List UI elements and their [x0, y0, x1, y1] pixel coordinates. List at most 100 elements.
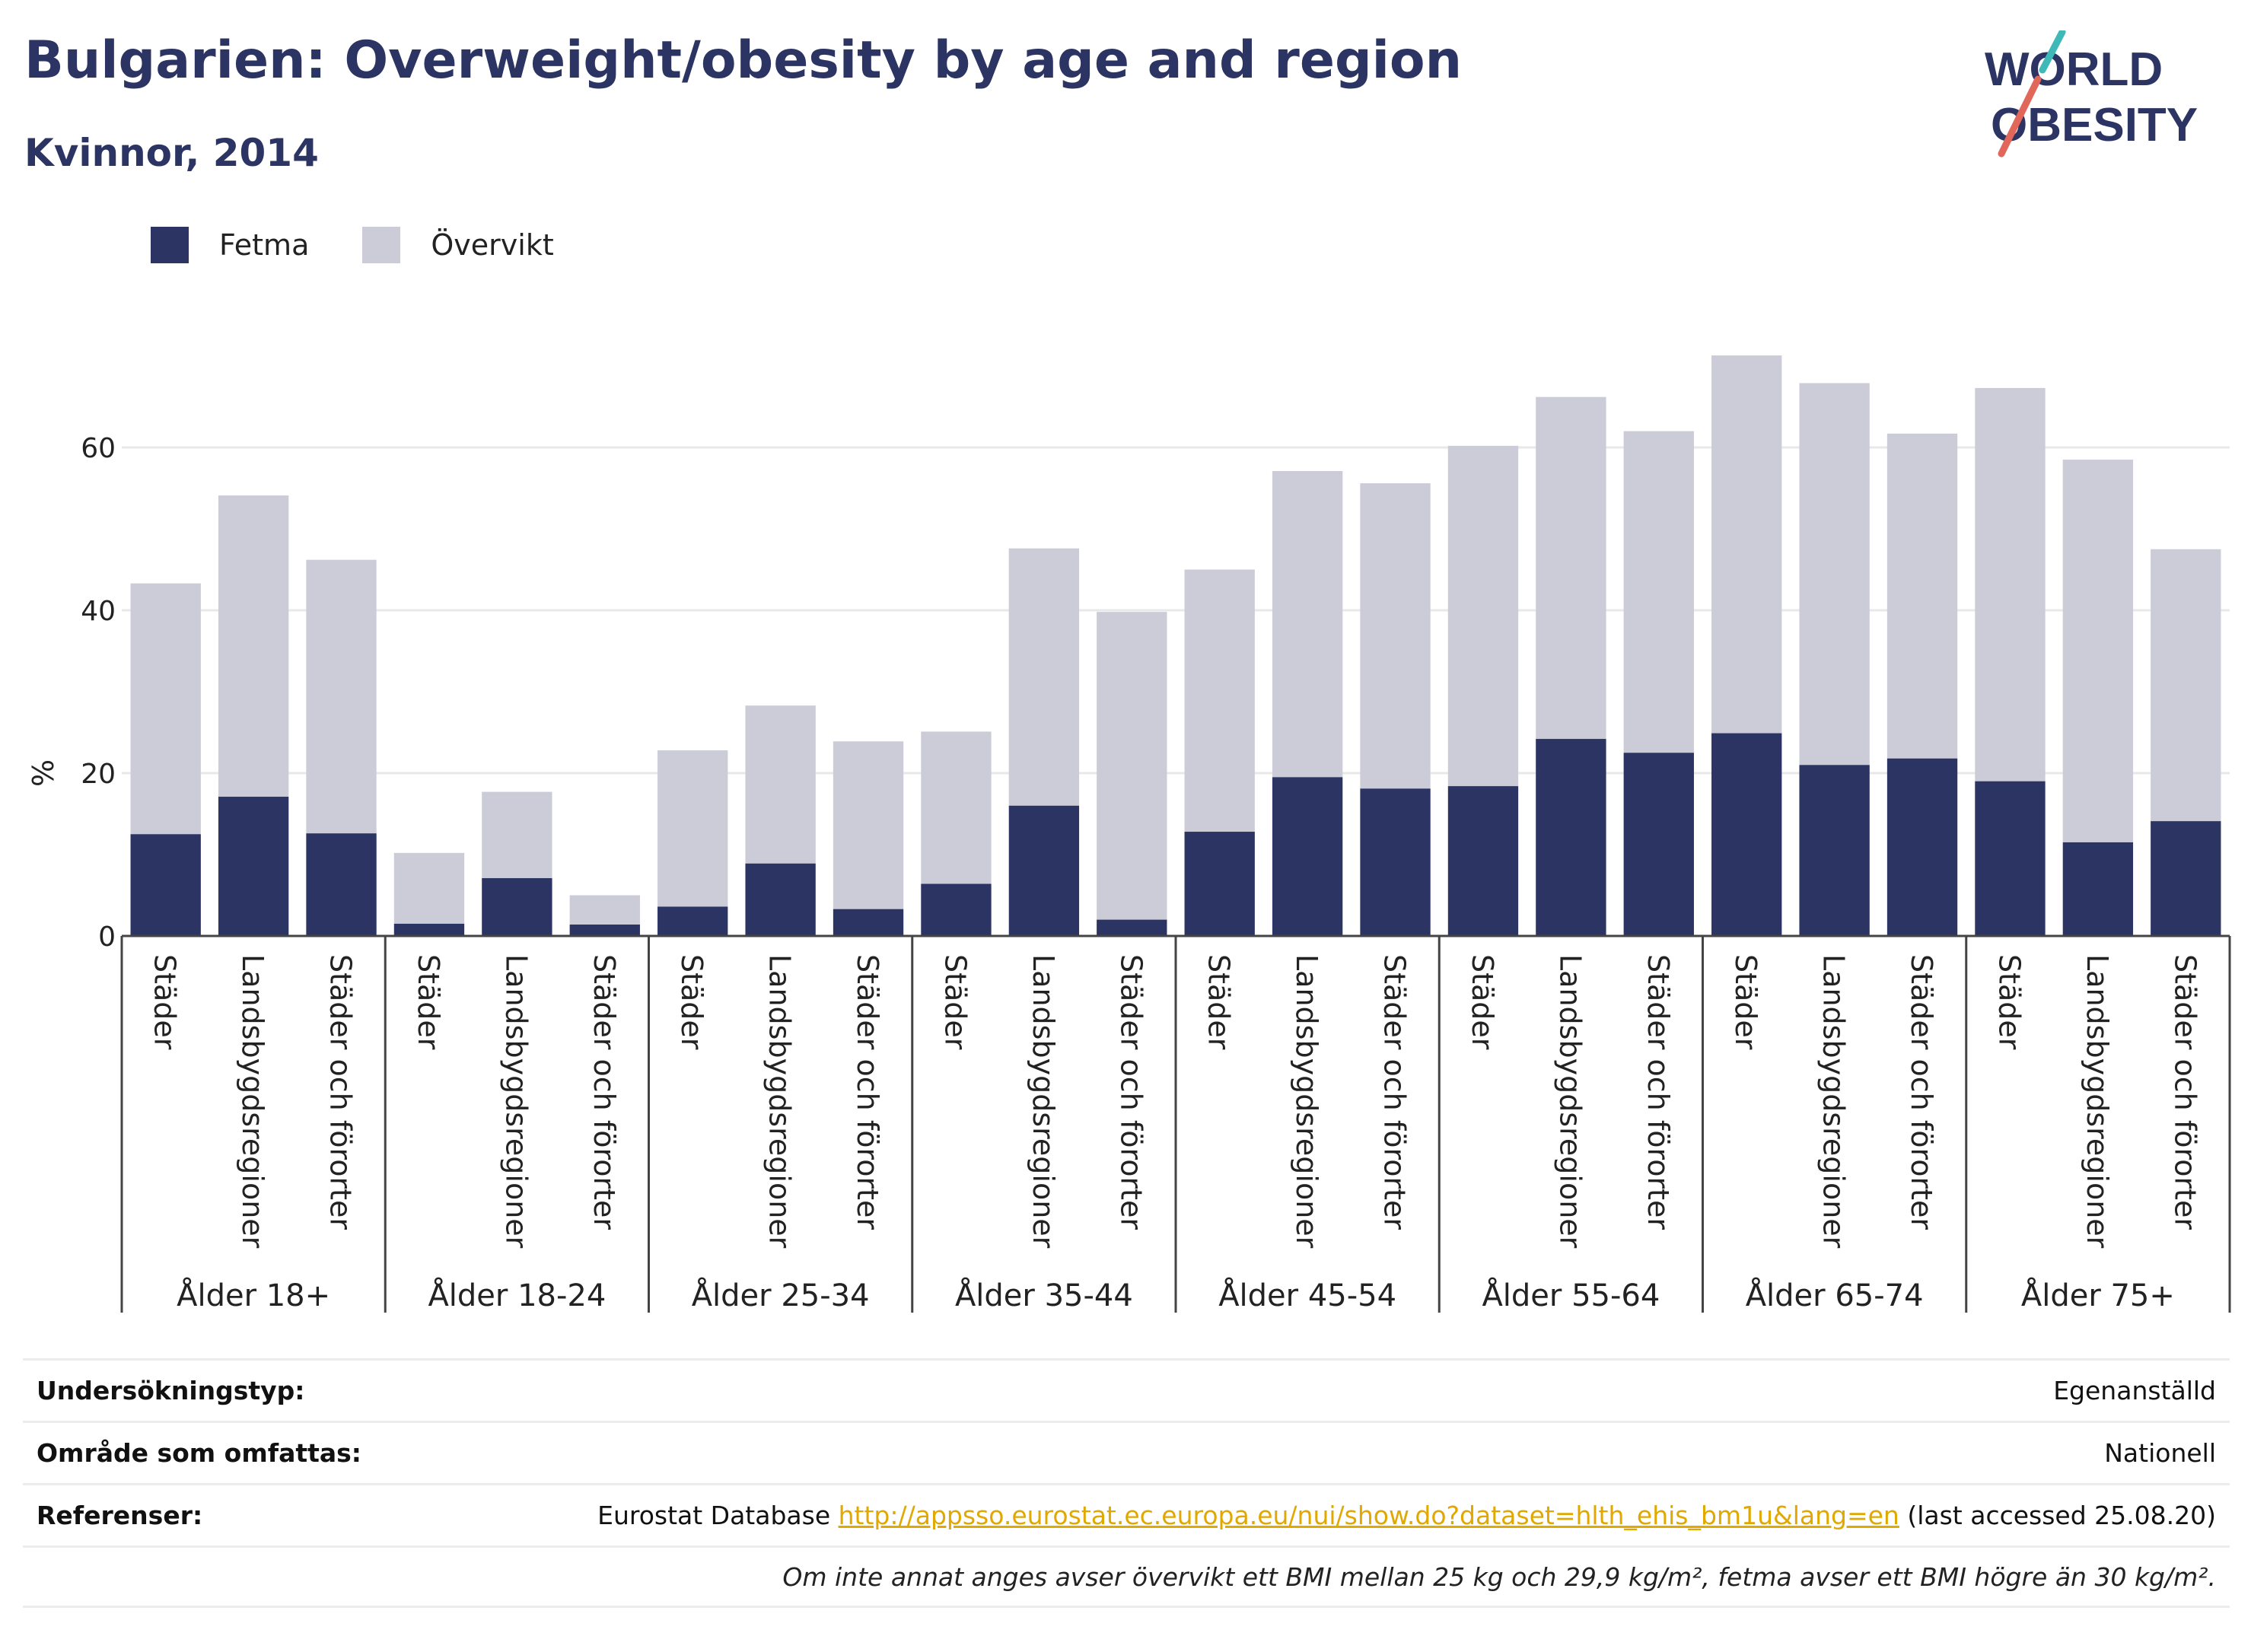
legend-item-fetma[interactable]: Fetma: [151, 227, 309, 263]
chart-legend: Fetma Övervikt: [151, 225, 607, 265]
legend-swatch-overvikt: [362, 227, 401, 263]
category-label: Städer: [412, 954, 445, 1050]
bar-fetma: [1623, 753, 1694, 936]
bar-overvikt: [130, 583, 201, 835]
bar-overvikt: [2062, 460, 2134, 842]
category-label: Städer: [148, 954, 182, 1050]
info-row-survey: Undersökningstyp: Egenanställd: [23, 1358, 2230, 1421]
survey-type-label: Undersökningstyp:: [37, 1376, 305, 1405]
bar-overvikt: [1097, 612, 1167, 920]
category-label: Landsbygdsregioner: [763, 954, 797, 1249]
bar-fetma: [1360, 788, 1431, 936]
group-label: Ålder 45-54: [1218, 1277, 1396, 1313]
bar-fetma: [393, 923, 465, 936]
group-label: Ålder 18+: [177, 1277, 330, 1313]
chart-title: Bulgarien: Overweight/obesity by age and…: [24, 30, 1463, 91]
group-label: Ålder 65-74: [1746, 1277, 1924, 1313]
bar-overvikt: [1623, 431, 1694, 753]
bar-fetma: [1008, 805, 1080, 936]
references-prefix: Eurostat Database: [597, 1501, 839, 1530]
y-tick-label: 60: [81, 433, 116, 464]
bar-fetma: [1447, 786, 1519, 936]
category-label: Städer och förorter: [1641, 954, 1675, 1230]
bar-fetma: [1975, 781, 2046, 936]
world-obesity-logo: WORLD OBESITY: [1985, 30, 2198, 158]
y-tick-label: 20: [81, 759, 116, 790]
bar-overvikt: [1799, 383, 1870, 766]
info-row-area: Område som omfattas: Nationell: [23, 1421, 2230, 1483]
category-label: Landsbygdsregioner: [236, 954, 269, 1249]
category-label: Landsbygdsregioner: [1817, 954, 1851, 1249]
references-suffix: (last accessed 25.08.20): [1899, 1501, 2216, 1530]
bar-overvikt: [921, 731, 992, 884]
bar-overvikt: [1975, 387, 2046, 781]
references-link[interactable]: http://appsso.eurostat.ec.europa.eu/nui/…: [838, 1501, 1899, 1530]
group-label: Ålder 18-24: [428, 1277, 606, 1313]
bar-overvikt: [306, 559, 377, 834]
category-label: Landsbygdsregioner: [1027, 954, 1060, 1249]
bar-fetma: [833, 909, 904, 936]
bar-fetma: [569, 925, 640, 936]
bar-fetma: [306, 833, 377, 936]
info-row-references: Referenser: Eurostat Database http://app…: [23, 1483, 2230, 1545]
legend-item-overvikt[interactable]: Övervikt: [362, 227, 554, 263]
category-label: Städer och förorter: [851, 954, 884, 1230]
category-label: Städer och förorter: [587, 954, 621, 1230]
category-label: Landsbygdsregioner: [499, 954, 533, 1249]
bar-overvikt: [2151, 549, 2221, 822]
bar-fetma: [482, 878, 552, 936]
references-value: Eurostat Database http://appsso.eurostat…: [597, 1501, 2216, 1530]
category-label: Landsbygdsregioner: [2081, 954, 2114, 1249]
category-label: Städer och förorter: [1905, 954, 1938, 1230]
references-label: Referenser:: [37, 1501, 203, 1530]
category-label: Städer och förorter: [2168, 954, 2202, 1230]
bar-overvikt: [393, 852, 465, 924]
bar-overvikt: [1447, 445, 1519, 787]
category-label: Städer: [1992, 954, 2026, 1050]
legend-label-fetma: Fetma: [219, 228, 310, 262]
legend-swatch-fetma: [151, 227, 189, 263]
category-label: Städer: [938, 954, 972, 1050]
area-label: Område som omfattas:: [37, 1438, 362, 1468]
bar-fetma: [2062, 842, 2134, 936]
logo-teal-stroke: [2039, 30, 2066, 74]
info-table: Undersökningstyp: Egenanställd Område so…: [23, 1358, 2230, 1608]
bar-overvikt: [1184, 569, 1255, 832]
group-label: Ålder 75+: [2021, 1277, 2175, 1313]
y-tick-label: 0: [98, 921, 116, 953]
bar-fetma: [218, 797, 289, 936]
bar-fetma: [1184, 832, 1255, 936]
bar-overvikt: [833, 741, 904, 909]
bar-overvikt: [1711, 355, 1782, 734]
bar-overvikt: [482, 791, 552, 879]
bar-fetma: [921, 883, 992, 936]
bar-overvikt: [1886, 433, 1958, 759]
info-row-note: Om inte annat anges avser övervikt ett B…: [23, 1545, 2230, 1608]
category-label: Landsbygdsregioner: [1290, 954, 1323, 1249]
y-axis-label: %: [27, 759, 60, 787]
bar-overvikt: [1536, 396, 1606, 740]
stacked-bar-chart: 0 20 40 60% Städer Landsbygdsregioner Städer o…: [27, 355, 2231, 1313]
area-value: Nationell: [2104, 1438, 2216, 1468]
bar-fetma: [1886, 758, 1958, 936]
bar-overvikt: [1008, 548, 1080, 806]
bar-fetma: [745, 863, 816, 936]
category-label: Städer: [675, 954, 708, 1050]
group-label: Ålder 25-34: [692, 1277, 870, 1313]
group-label: Ålder 55-64: [1482, 1277, 1660, 1313]
bar-overvikt: [1360, 483, 1431, 789]
bar-fetma: [1711, 733, 1782, 936]
logo-red-stroke: [1998, 75, 2042, 158]
category-label: Städer: [1466, 954, 1499, 1050]
group-label: Ålder 35-44: [955, 1277, 1133, 1313]
category-label: Städer och förorter: [1114, 954, 1148, 1230]
bar-overvikt: [569, 895, 640, 925]
survey-type-value: Egenanställd: [2053, 1376, 2216, 1405]
bar-overvikt: [657, 750, 728, 907]
bar-fetma: [1272, 777, 1343, 936]
bar-overvikt: [745, 705, 816, 864]
chart-subtitle: Kvinnor, 2014: [24, 131, 319, 175]
bar-fetma: [657, 906, 728, 936]
bar-fetma: [1097, 919, 1167, 936]
logo-line1: WORLD: [1985, 43, 2163, 96]
